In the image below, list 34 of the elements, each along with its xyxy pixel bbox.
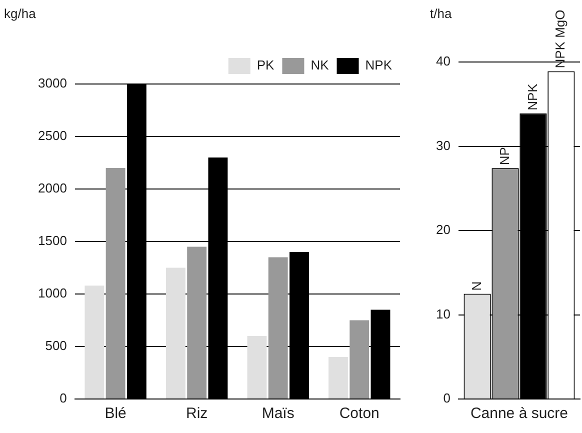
text: N xyxy=(468,281,484,291)
y-tick-label: 20 xyxy=(436,222,450,238)
text: NPK MgO xyxy=(552,10,568,68)
legend-label: NPK xyxy=(365,58,392,73)
bar xyxy=(166,268,186,398)
bar xyxy=(247,336,267,398)
y-tick-label: 1500 xyxy=(38,233,67,248)
x-tick-label: Coton xyxy=(339,405,380,422)
y-tick-label: 500 xyxy=(45,338,67,354)
y-tick-label: 30 xyxy=(436,138,450,153)
y-axis-title: t/ha xyxy=(430,6,452,21)
text: NP xyxy=(496,147,512,166)
bar xyxy=(84,286,104,398)
y-tick-label: 0 xyxy=(60,390,67,406)
y-axis-title: kg/ha xyxy=(4,6,36,21)
y-tick-label: 40 xyxy=(436,54,450,69)
y-tick-label: 2000 xyxy=(38,180,67,196)
x-tick-label: Maïs xyxy=(262,405,294,422)
bar xyxy=(187,246,207,398)
y-tick-label: 2500 xyxy=(38,128,67,144)
bar xyxy=(268,257,288,398)
bar xyxy=(106,168,126,398)
legend-label: NK xyxy=(310,58,330,73)
bar xyxy=(328,357,348,398)
text: NPK xyxy=(524,83,540,110)
y-tick-label: 1000 xyxy=(38,286,67,301)
x-tick-label: Canne à sucre xyxy=(470,405,568,422)
y-tick-label: 0 xyxy=(443,390,450,406)
x-tick-label: Blé xyxy=(104,405,126,422)
y-tick-label: 3000 xyxy=(38,76,67,91)
x-tick-label: Riz xyxy=(186,405,208,422)
y-tick-label: 10 xyxy=(436,306,450,322)
legend-label: PK xyxy=(256,58,275,73)
bar xyxy=(350,320,370,398)
